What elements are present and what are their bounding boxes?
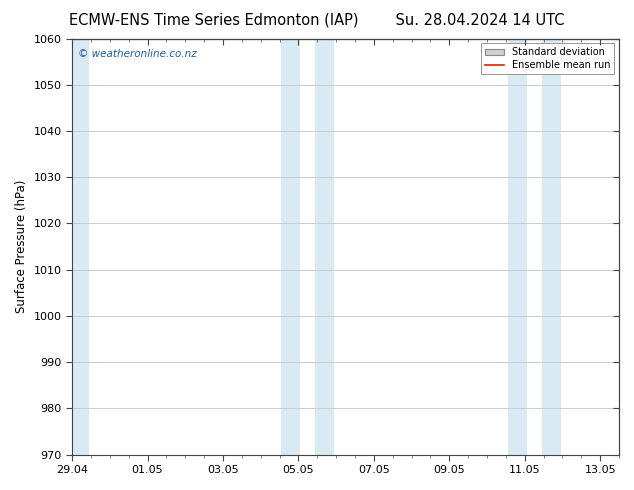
Y-axis label: Surface Pressure (hPa): Surface Pressure (hPa) <box>15 180 28 313</box>
Bar <box>315 39 334 455</box>
Bar <box>70 39 89 455</box>
Bar <box>508 39 527 455</box>
Text: ECMW-ENS Time Series Edmonton (IAP)        Su. 28.04.2024 14 UTC: ECMW-ENS Time Series Edmonton (IAP) Su. … <box>69 12 565 27</box>
Bar <box>281 39 301 455</box>
Bar <box>541 39 560 455</box>
Text: © weatheronline.co.nz: © weatheronline.co.nz <box>77 49 197 59</box>
Legend: Standard deviation, Ensemble mean run: Standard deviation, Ensemble mean run <box>481 44 614 74</box>
